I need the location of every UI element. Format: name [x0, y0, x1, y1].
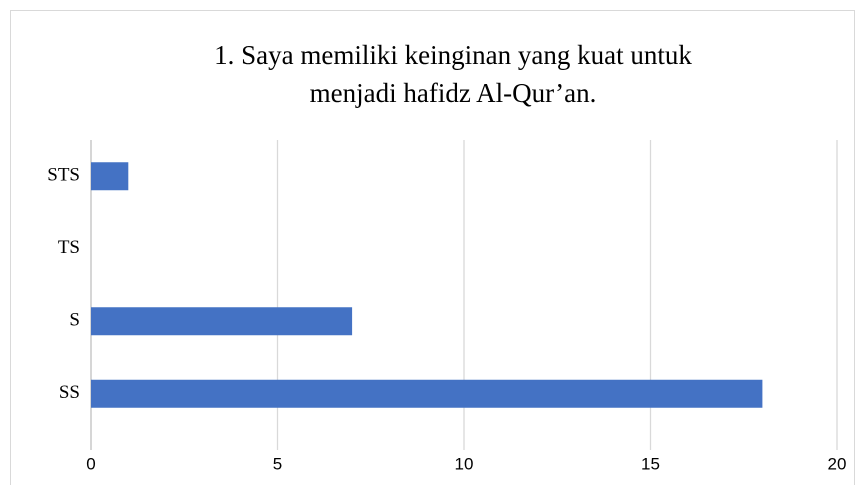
y-tick-label: STS: [47, 165, 80, 186]
chart-title: 1. Saya memiliki keinginan yang kuat unt…: [214, 40, 692, 70]
x-tick-label: 10: [455, 454, 474, 473]
y-tick-label: SS: [59, 382, 80, 403]
x-tick-label: 15: [641, 454, 660, 473]
x-tick-label: 20: [828, 454, 847, 473]
y-tick-label: TS: [58, 237, 80, 258]
bar: [91, 162, 129, 191]
y-tick-label: S: [69, 310, 80, 331]
chart-title: menjadi hafidz Al-Qur’an.: [310, 78, 597, 108]
x-tick-label: 5: [273, 454, 282, 473]
bar: [91, 379, 763, 408]
bar: [91, 307, 353, 336]
x-tick-label: 0: [86, 454, 95, 473]
